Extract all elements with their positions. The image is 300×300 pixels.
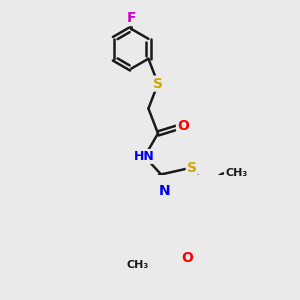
Text: HN: HN	[134, 150, 155, 163]
Text: O: O	[177, 119, 189, 133]
Text: S: S	[187, 160, 197, 175]
Text: S: S	[153, 76, 163, 91]
Text: N: N	[159, 184, 171, 198]
Text: CH₃: CH₃	[126, 260, 148, 270]
Text: O: O	[181, 251, 193, 266]
Text: CH₃: CH₃	[225, 168, 247, 178]
Text: F: F	[126, 11, 136, 25]
